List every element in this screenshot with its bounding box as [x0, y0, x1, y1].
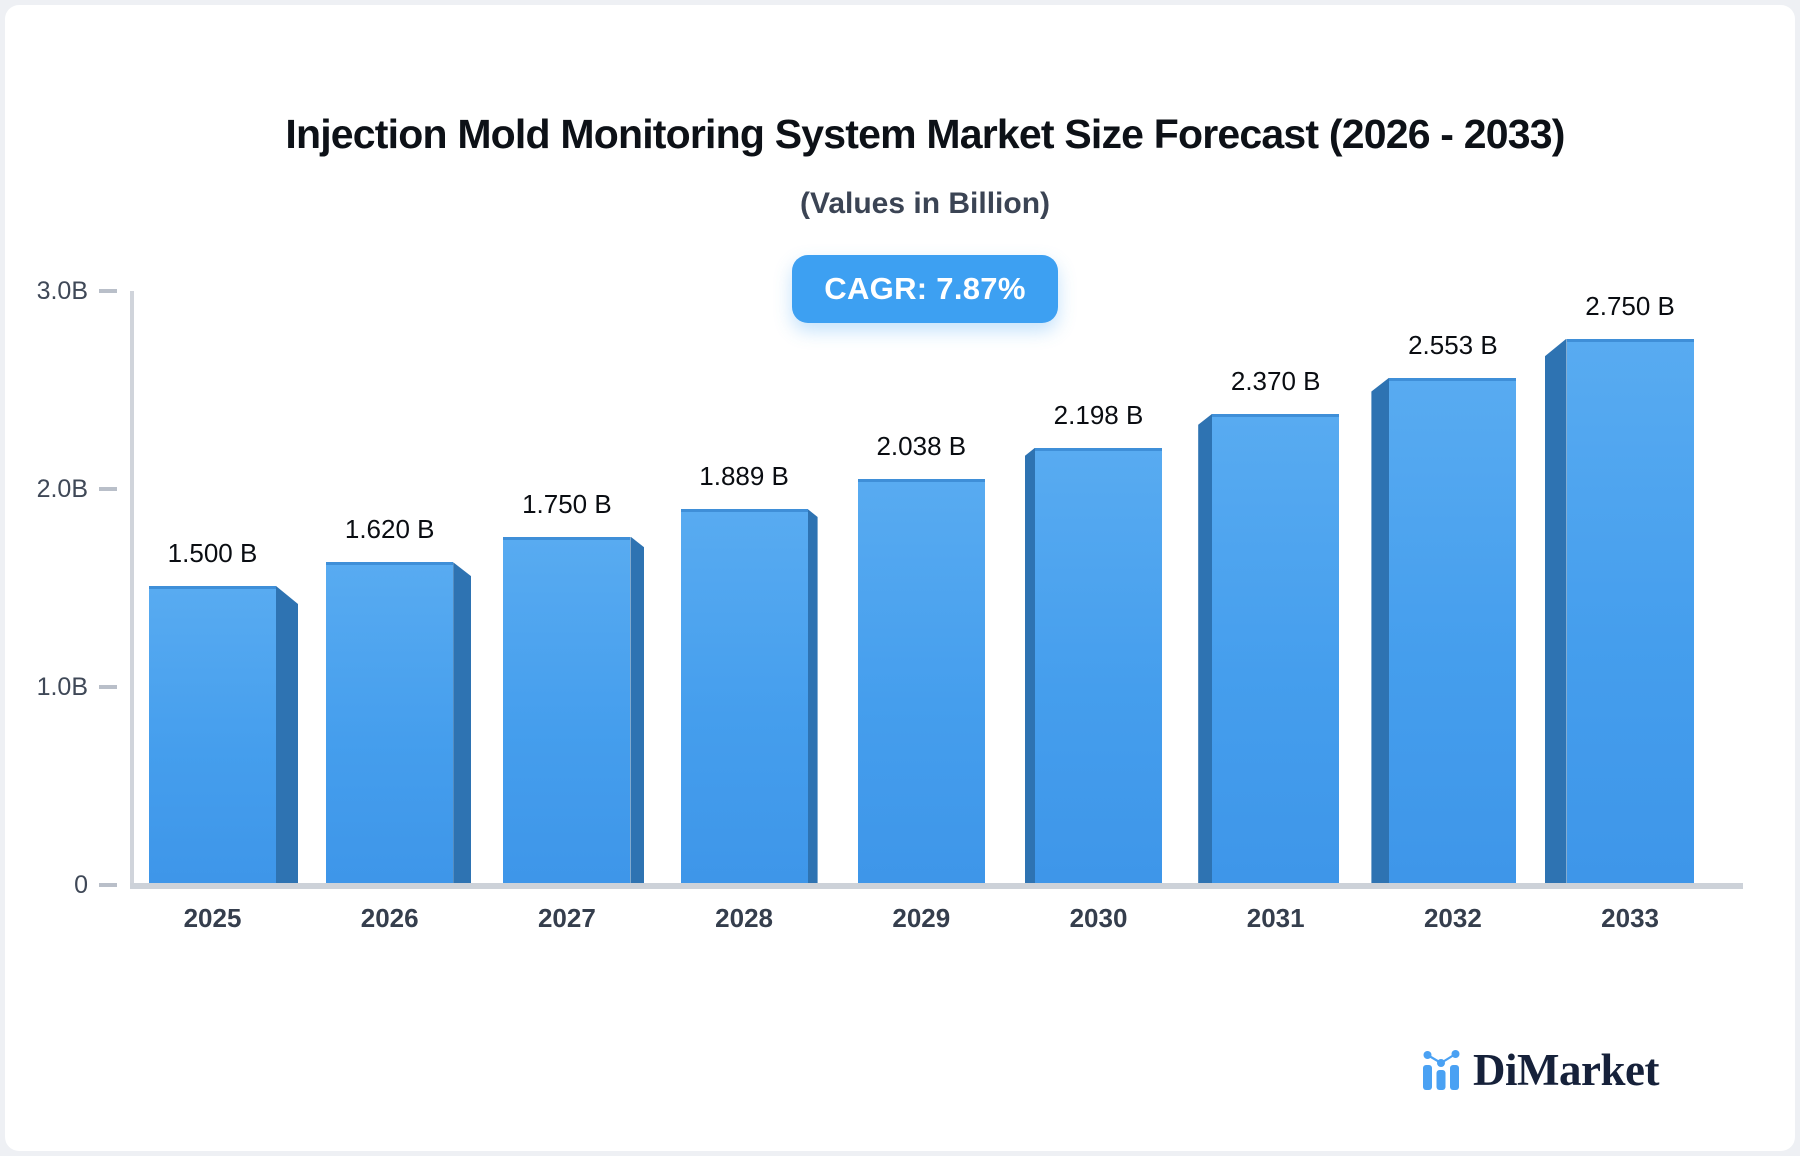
bar-2027[interactable]: [503, 536, 631, 883]
bar-line-chart-icon: [1423, 1050, 1460, 1090]
x-axis-label: 2032: [1423, 903, 1482, 933]
x-axis-label: 2031: [1246, 903, 1305, 933]
x-axis-label: 2028: [715, 903, 774, 933]
x-axis-label: 2026: [360, 903, 419, 933]
bar-3d-side: [1371, 377, 1390, 883]
cagr-badge: CAGR: 7.87%: [792, 255, 1058, 323]
bar-2028[interactable]: [680, 508, 808, 883]
bar-value-label: 1.889 B: [699, 460, 789, 491]
y-axis-line: [130, 291, 134, 889]
bar-2032[interactable]: [1389, 377, 1517, 883]
bar-3d-side: [1025, 447, 1035, 883]
bar-2031[interactable]: [1212, 413, 1340, 883]
bar-3d-side: [630, 536, 645, 883]
bar-value-label: 2.750 B: [1585, 290, 1675, 321]
bar-3d-side: [1198, 413, 1213, 883]
x-axis-label: 2030: [1069, 903, 1128, 933]
bar-value-label: 1.500 B: [167, 538, 258, 568]
x-axis-line: [130, 883, 1743, 889]
chart-subtitle: (Values in Billion): [799, 187, 1051, 220]
bar-2029[interactable]: [857, 479, 985, 883]
bar-value-label: 1.750 B: [522, 488, 612, 519]
brand-logo: DiMarket: [1421, 1044, 1659, 1096]
bar-value-label: 2.198 B: [1053, 399, 1144, 430]
brand-name: DiMarket: [1473, 1045, 1659, 1095]
y-tick: [99, 289, 117, 293]
bar-2030[interactable]: [1035, 447, 1162, 883]
x-axis-label: 2027: [537, 903, 596, 933]
x-axis-label: 2029: [892, 903, 951, 933]
y-tick-label: 1.0B: [36, 673, 88, 701]
bar-value-label: 2.038 B: [876, 431, 967, 462]
y-tick: [99, 487, 117, 491]
x-axis-label: 2033: [1601, 903, 1660, 933]
chart-title: Injection Mold Monitoring System Market …: [285, 111, 1565, 157]
bar-3d-side: [276, 586, 298, 883]
bar-2033[interactable]: [1566, 338, 1694, 883]
bar-2025[interactable]: [149, 586, 276, 883]
y-tick: [99, 685, 117, 689]
bar-3d-side: [1544, 338, 1567, 883]
y-tick: [99, 883, 117, 887]
bar-value-label: 2.553 B: [1408, 329, 1498, 360]
y-tick-label: 2.0B: [36, 475, 88, 503]
bar-value-label: 1.620 B: [344, 514, 435, 545]
x-axis-label: 2025: [183, 903, 242, 933]
bar-2026[interactable]: [326, 562, 454, 883]
bar-value-label: 2.370 B: [1230, 365, 1321, 396]
bar-3d-side: [453, 562, 472, 883]
bar-3d-side: [807, 508, 818, 883]
y-tick-label: 3.0B: [36, 277, 88, 305]
y-tick-label: 0: [74, 871, 88, 899]
